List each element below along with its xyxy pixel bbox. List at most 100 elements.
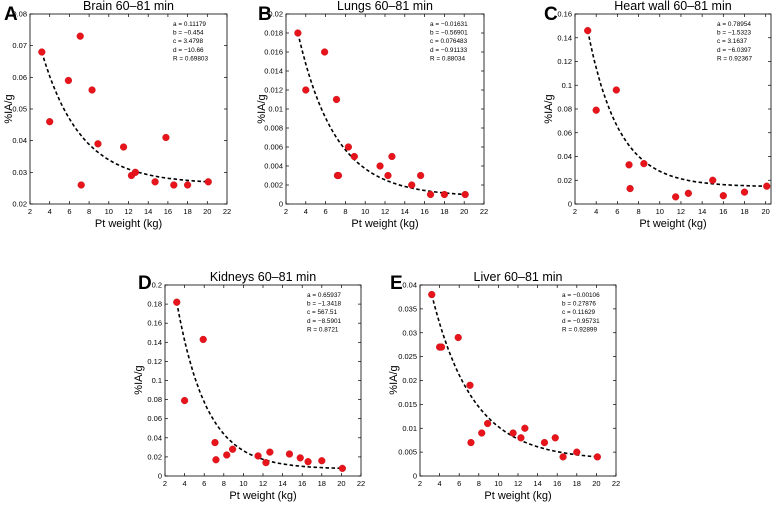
chart-title: Lungs 60–81 min [337, 0, 433, 13]
fit-curve [176, 302, 343, 470]
y-tick-label: 0.14 [557, 33, 572, 42]
data-point [302, 86, 310, 94]
plot-frame [285, 13, 485, 205]
data-point [296, 454, 304, 462]
data-point [612, 86, 620, 94]
x-tick-label: 22 [357, 479, 365, 488]
data-point [684, 189, 692, 197]
fit-parameter: b = −1.3418 [307, 301, 342, 308]
y-tick-label: 0.07 [12, 41, 27, 50]
data-point [672, 193, 680, 201]
x-tick-label: 10 [361, 207, 369, 216]
fit-parameter: d = −6.0397 [717, 47, 752, 54]
data-point [304, 458, 312, 466]
y-tick-label: 0.05 [12, 105, 27, 114]
x-axis-label: Pt weight (kg) [484, 490, 551, 502]
fit-parameter: c = 0.11629 [562, 309, 596, 316]
data-point [640, 160, 648, 168]
x-tick-label: 8 [343, 207, 347, 216]
data-point [551, 434, 559, 442]
data-point [763, 182, 771, 190]
data-point [321, 48, 329, 56]
data-point [417, 171, 425, 180]
x-tick-label: 16 [553, 479, 561, 488]
y-tick-label: 0.06 [12, 73, 27, 82]
data-point [204, 178, 212, 186]
y-tick-label: 0.2 [152, 281, 162, 290]
data-point [592, 106, 600, 114]
data-point [151, 178, 159, 186]
x-tick-label: 12 [677, 207, 685, 216]
data-point [173, 298, 181, 306]
x-tick-label: 2 [284, 207, 288, 216]
chart-title: Kidneys 60–81 min [210, 270, 316, 284]
data-point [199, 335, 207, 344]
data-point [64, 76, 73, 85]
x-tick-label: 16 [420, 207, 428, 216]
y-tick-label: 0.08 [147, 395, 162, 404]
panel-letter: C [544, 4, 558, 25]
y-tick-label: 0.015 [398, 400, 417, 409]
fit-curve [41, 51, 209, 183]
plot-frame [419, 284, 617, 477]
y-tick-label: 0.06 [557, 128, 572, 137]
data-point [46, 118, 54, 126]
chart-title: Brain 60–81 min [83, 0, 174, 13]
x-tick-label: 20 [460, 207, 468, 216]
data-point [211, 438, 219, 447]
x-tick-label: 4 [594, 207, 598, 216]
x-tick-label: 20 [203, 207, 211, 216]
fit-curve [586, 30, 767, 187]
x-tick-label: 18 [318, 479, 326, 488]
x-tick-label: 2 [28, 207, 32, 216]
data-point [540, 438, 549, 447]
data-point [350, 152, 358, 161]
y-tick-label: 0.005 [398, 448, 417, 457]
x-tick-label: 12 [381, 207, 389, 216]
x-tick-label: 10 [656, 207, 664, 216]
y-tick-label: 0.03 [12, 168, 27, 177]
fit-parameter: b = −0.56901 [430, 30, 468, 37]
y-tick-label: 0.02 [147, 452, 162, 461]
x-tick-label: 6 [202, 479, 206, 488]
fit-parameter: d = −8.5901 [307, 318, 342, 325]
plot-frame [164, 284, 362, 477]
data-point [517, 434, 525, 442]
data-point [593, 453, 601, 461]
data-point [344, 143, 352, 151]
y-axis-label: %IA/g [388, 365, 400, 394]
x-tick-label: 22 [223, 207, 231, 216]
data-point [88, 86, 96, 94]
x-tick-label: 8 [477, 479, 481, 488]
data-point [478, 429, 486, 437]
x-axis-label: Pt weight (kg) [351, 218, 418, 230]
data-point [262, 459, 270, 467]
x-tick-label: 18 [183, 207, 191, 216]
data-point [584, 27, 592, 35]
fit-parameter: b = 0.27876 [562, 301, 596, 308]
data-point [626, 184, 634, 193]
data-point [428, 290, 436, 299]
y-tick-label: 0.02 [268, 10, 283, 19]
y-tick-label: 0 [158, 472, 162, 481]
y-tick-label: 0.02 [12, 200, 27, 209]
data-point [521, 424, 529, 432]
y-tick-label: 0.08 [557, 105, 572, 114]
fit-parameter: c = 567.51 [307, 309, 337, 316]
data-point [318, 457, 326, 465]
fit-curve [431, 294, 598, 458]
data-point [131, 168, 139, 176]
fit-parameter: a = 0.11179 [173, 21, 206, 28]
y-tick-label: 0.04 [12, 136, 27, 145]
data-point [38, 48, 46, 56]
x-tick-label: 18 [440, 207, 448, 216]
panel-a: A Brain 60–81 min 2 4 6 8 10 12 14 16 18 20 22 0.02 0.… [3, 0, 231, 230]
y-tick-label: 0.04 [147, 433, 162, 442]
x-tick-label: 18 [740, 207, 748, 216]
x-tick-label: 20 [592, 479, 600, 488]
x-tick-label: 8 [636, 207, 640, 216]
x-tick-label: 10 [239, 479, 247, 488]
y-tick-label: 0.18 [147, 300, 162, 309]
panel-letter: E [390, 273, 403, 294]
